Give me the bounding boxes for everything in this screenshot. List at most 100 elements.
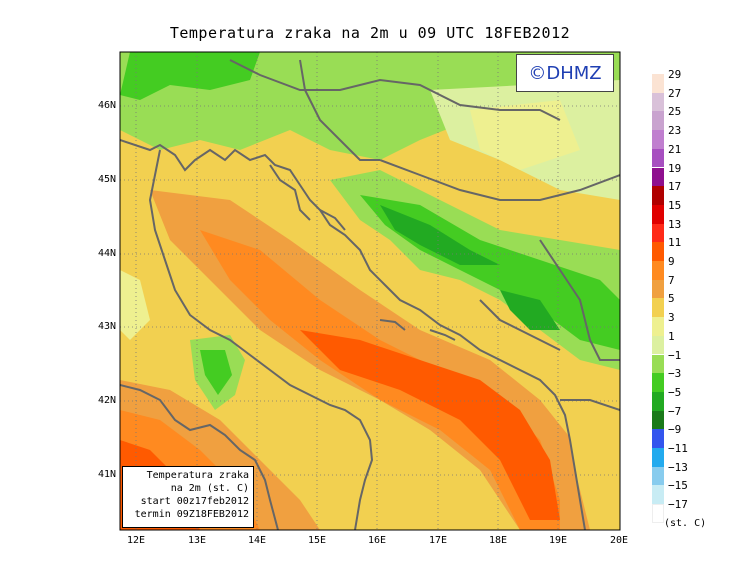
legend-swatch [652, 466, 664, 486]
lat-label: 45N [97, 174, 116, 185]
legend-label: −9 [668, 423, 682, 437]
lat-label: 44N [97, 248, 116, 259]
legend-entry: −17 [652, 498, 712, 523]
legend-swatch [652, 354, 664, 374]
legend-entry: −15 [652, 479, 712, 505]
legend-label: 3 [668, 311, 675, 325]
legend-entry: 17 [652, 180, 712, 205]
legend-entry: 5 [652, 292, 712, 318]
legend-label: 11 [668, 236, 682, 250]
lon-label: 13E [187, 535, 207, 546]
legend-entry: −7 [652, 405, 712, 430]
legend-label: 29 [668, 68, 682, 81]
legend-entry: −9 [652, 423, 712, 448]
legend-entry: −3 [652, 367, 712, 392]
legend-swatch [652, 391, 664, 411]
legend-swatch [652, 74, 664, 93]
legend-swatch [652, 335, 664, 355]
legend-entry: 27 [652, 87, 712, 112]
legend-swatch [652, 242, 664, 261]
legend-swatch [652, 448, 664, 467]
legend-label: 21 [668, 142, 682, 156]
legend-label: 15 [668, 198, 682, 212]
legend-label: 13 [668, 217, 682, 231]
legend-entry: 25 [652, 105, 712, 131]
legend-swatch [652, 504, 664, 523]
legend-label: −17 [668, 498, 688, 512]
legend-entry: 29 [652, 68, 712, 93]
lon-label: 15E [307, 535, 327, 546]
legend-swatch [652, 223, 664, 243]
legend-entry: 23 [652, 124, 712, 149]
legend-swatch [652, 204, 664, 224]
info-line: termin 09Z18FEB2012 [134, 509, 249, 520]
legend-swatch [652, 485, 664, 505]
legend-entry: 11 [652, 236, 712, 261]
legend-label: 17 [668, 180, 682, 194]
map-title: Temperatura zraka na 2m u 09 UTC 18FEB20… [169, 24, 571, 42]
legend-entry: −11 [652, 442, 712, 467]
legend-entry: 7 [652, 274, 712, 299]
legend-swatch [652, 429, 664, 448]
legend-entry: −13 [652, 461, 712, 486]
legend-label: 19 [668, 161, 682, 175]
legend-swatch [652, 148, 664, 168]
legend-label: 23 [668, 124, 682, 138]
legend-swatch [652, 167, 664, 187]
legend-label: −15 [668, 479, 688, 493]
info-box: Temperatura zraka na 2m (st. C) start 00… [122, 466, 254, 528]
legend-label: 27 [668, 86, 682, 100]
legend-entry: 3 [652, 311, 712, 336]
lat-label: 42N [97, 395, 116, 406]
coastlines [120, 59, 620, 530]
legend-label: −3 [668, 367, 682, 381]
legend-entry: 15 [652, 199, 712, 224]
legend-entry: −1 [652, 349, 712, 374]
lon-label: 18E [488, 535, 508, 546]
legend-label: 25 [668, 105, 682, 119]
legend-label: −11 [668, 442, 688, 455]
lat-label: 43N [97, 321, 116, 332]
legend-label: 9 [668, 255, 675, 268]
legend-swatch [652, 373, 664, 392]
legend-units: (st. C) [664, 518, 707, 529]
legend-swatch [652, 92, 664, 112]
legend-label: 1 [668, 329, 675, 343]
legend-swatch [652, 317, 664, 336]
temperature-field [120, 52, 620, 530]
dhmz-logo: ©DHMZ [516, 54, 614, 92]
legend-label: −5 [668, 385, 682, 399]
lat-label: 41N [97, 469, 116, 480]
legend-label: −13 [668, 460, 688, 474]
grid-lines [120, 52, 620, 530]
info-line: Temperatura zraka [146, 470, 249, 481]
legend-swatch [652, 298, 664, 318]
map-frame [119, 51, 621, 531]
legend-label: 5 [668, 292, 675, 306]
legend-swatch [652, 279, 664, 299]
lon-label: 19E [548, 535, 568, 546]
legend-swatch [652, 186, 664, 205]
legend-swatch [652, 111, 664, 131]
legend-label: −7 [668, 404, 682, 418]
legend-entry: 1 [652, 330, 712, 355]
lon-label: 17E [428, 535, 448, 546]
info-line: start 00z17feb2012 [140, 496, 249, 507]
legend-entry: 21 [652, 143, 712, 168]
lat-label: 46N [97, 100, 116, 111]
lon-label: 12E [126, 535, 146, 546]
legend-swatch [652, 410, 664, 430]
legend-entry: 9 [652, 255, 712, 280]
legend-entry: 13 [652, 218, 712, 243]
legend-entry: −5 [652, 386, 712, 411]
lon-label: 14E [247, 535, 267, 546]
legend-swatch [652, 261, 664, 280]
legend-label: −1 [668, 348, 682, 362]
lon-label: 20E [609, 535, 629, 546]
lon-label: 16E [367, 535, 387, 546]
legend-entry: 19 [652, 162, 712, 187]
info-line: na 2m (st. C) [170, 483, 249, 494]
legend-swatch [652, 130, 664, 149]
legend-label: 7 [668, 273, 675, 287]
